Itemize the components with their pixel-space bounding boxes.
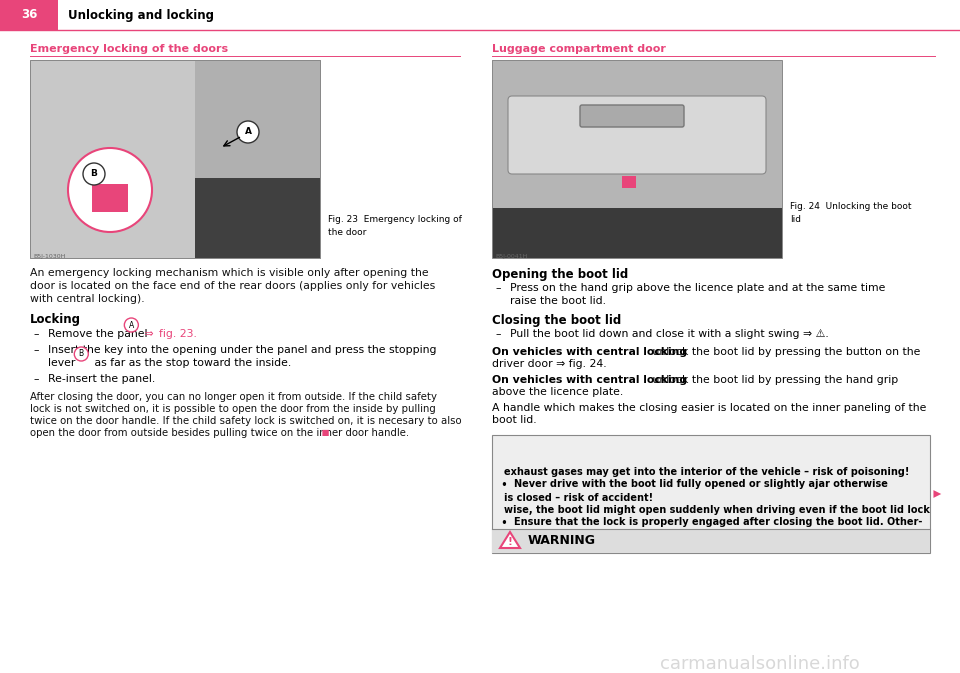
Text: driver door ⇒ fig. 24.: driver door ⇒ fig. 24. <box>492 359 607 369</box>
Text: door is located on the face end of the rear doors (applies only for vehicles: door is located on the face end of the r… <box>30 281 435 291</box>
Text: Fig. 23  Emergency locking of: Fig. 23 Emergency locking of <box>328 215 462 224</box>
Text: ⇒: ⇒ <box>141 329 157 339</box>
Text: as far as the stop toward the inside.: as far as the stop toward the inside. <box>91 358 292 368</box>
FancyBboxPatch shape <box>492 60 782 258</box>
Text: is closed – risk of accident!: is closed – risk of accident! <box>504 493 653 503</box>
Text: B: B <box>79 349 84 359</box>
Text: Unlocking and locking: Unlocking and locking <box>68 9 214 22</box>
Text: On vehicles with central locking: On vehicles with central locking <box>492 375 687 385</box>
Text: lever: lever <box>48 358 79 368</box>
Text: An emergency locking mechanism which is visible only after opening the: An emergency locking mechanism which is … <box>30 268 428 278</box>
Text: •: • <box>500 517 507 530</box>
Text: 36: 36 <box>21 9 37 22</box>
Text: After closing the door, you can no longer open it from outside. If the child saf: After closing the door, you can no longe… <box>30 392 437 402</box>
Circle shape <box>68 148 152 232</box>
Text: Pull the boot lid down and close it with a slight swing ⇒ ⚠.: Pull the boot lid down and close it with… <box>510 329 828 339</box>
Text: lid: lid <box>790 215 801 224</box>
FancyBboxPatch shape <box>195 60 320 258</box>
Text: Closing the boot lid: Closing the boot lid <box>492 314 621 327</box>
Text: !: ! <box>508 537 513 547</box>
Circle shape <box>83 163 105 185</box>
FancyBboxPatch shape <box>580 105 684 127</box>
Text: On vehicles with central locking: On vehicles with central locking <box>492 347 687 357</box>
FancyBboxPatch shape <box>622 176 636 188</box>
Text: Never drive with the boot lid fully opened or slightly ajar otherwise: Never drive with the boot lid fully open… <box>514 479 888 489</box>
Text: B: B <box>90 170 97 178</box>
Text: Press on the hand grip above the licence plate and at the same time: Press on the hand grip above the licence… <box>510 283 885 293</box>
Text: the door: the door <box>328 228 367 237</box>
Text: open the door from outside besides pulling twice on the inner door handle.: open the door from outside besides pulli… <box>30 428 409 438</box>
Text: Re-insert the panel.: Re-insert the panel. <box>48 374 156 384</box>
Text: Opening the boot lid: Opening the boot lid <box>492 268 628 281</box>
Circle shape <box>237 121 259 143</box>
Text: B5J-1030H: B5J-1030H <box>33 254 65 259</box>
Text: unlock the boot lid by pressing the button on the: unlock the boot lid by pressing the butt… <box>649 347 921 357</box>
FancyBboxPatch shape <box>492 435 930 553</box>
Text: –: – <box>495 329 500 339</box>
FancyBboxPatch shape <box>508 96 766 174</box>
Text: boot lid.: boot lid. <box>492 415 537 425</box>
Text: –: – <box>495 283 500 293</box>
Circle shape <box>74 347 88 361</box>
FancyBboxPatch shape <box>0 0 58 30</box>
Text: fig. 23.: fig. 23. <box>159 329 197 339</box>
Text: –: – <box>33 329 38 339</box>
Text: Emergency locking of the doors: Emergency locking of the doors <box>30 44 228 54</box>
Text: raise the boot lid.: raise the boot lid. <box>510 296 606 306</box>
Text: exhaust gases may get into the interior of the vehicle – risk of poisoning!: exhaust gases may get into the interior … <box>504 467 909 477</box>
Text: Luggage compartment door: Luggage compartment door <box>492 44 666 54</box>
Text: A handle which makes the closing easier is located on the inner paneling of the: A handle which makes the closing easier … <box>492 403 926 413</box>
FancyBboxPatch shape <box>30 60 320 258</box>
Text: Insert the key into the opening under the panel and press the stopping: Insert the key into the opening under th… <box>48 345 437 355</box>
FancyBboxPatch shape <box>92 184 128 212</box>
Text: B5J-0041H: B5J-0041H <box>495 254 527 259</box>
Circle shape <box>125 318 138 332</box>
Text: Remove the panel: Remove the panel <box>48 329 151 339</box>
FancyBboxPatch shape <box>195 178 320 258</box>
Text: unlock the boot lid by pressing the hand grip: unlock the boot lid by pressing the hand… <box>649 375 898 385</box>
Text: –: – <box>33 374 38 384</box>
Text: carmanualsonline.info: carmanualsonline.info <box>660 655 860 673</box>
Text: lock is not switched on, it is possible to open the door from the inside by pull: lock is not switched on, it is possible … <box>30 404 436 414</box>
FancyBboxPatch shape <box>30 60 320 258</box>
Text: twice on the door handle. If the child safety lock is switched on, it is necesar: twice on the door handle. If the child s… <box>30 416 462 426</box>
Text: ■: ■ <box>319 428 329 437</box>
Text: wise, the boot lid might open suddenly when driving even if the boot lid lock: wise, the boot lid might open suddenly w… <box>504 505 930 515</box>
Text: Ensure that the lock is properly engaged after closing the boot lid. Other-: Ensure that the lock is properly engaged… <box>514 517 923 527</box>
Text: with central locking).: with central locking). <box>30 294 145 304</box>
Text: Locking: Locking <box>30 313 81 326</box>
Text: above the licence plate.: above the licence plate. <box>492 387 623 397</box>
Text: WARNING: WARNING <box>528 534 596 548</box>
Text: A: A <box>245 127 252 137</box>
FancyBboxPatch shape <box>492 529 930 553</box>
Text: Fig. 24  Unlocking the boot: Fig. 24 Unlocking the boot <box>790 202 911 211</box>
Text: A: A <box>129 320 134 330</box>
Polygon shape <box>500 532 520 548</box>
Text: •: • <box>500 479 507 492</box>
Text: –: – <box>33 345 38 355</box>
FancyBboxPatch shape <box>492 208 782 258</box>
